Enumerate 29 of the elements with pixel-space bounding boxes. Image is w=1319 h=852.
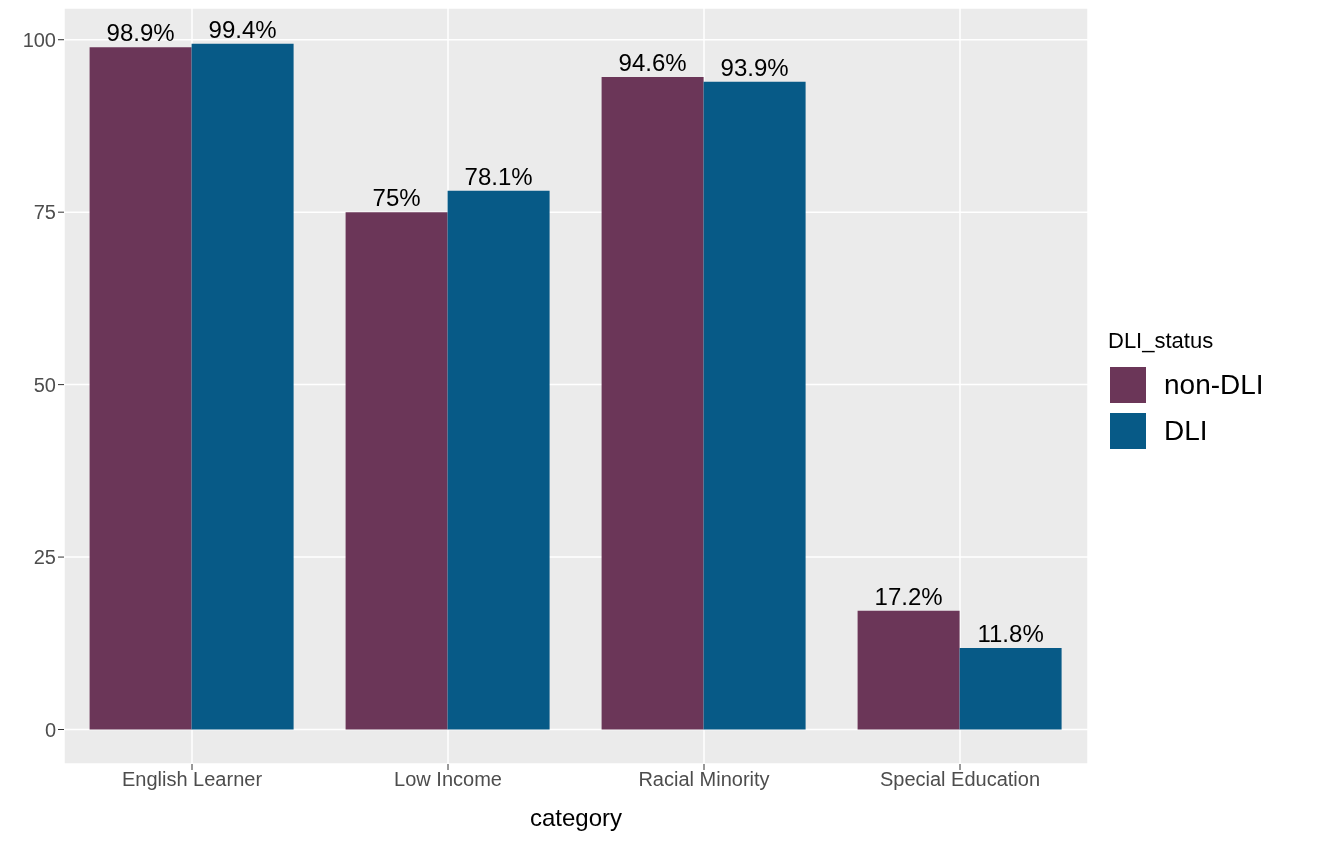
bar xyxy=(703,81,806,730)
bar xyxy=(89,47,192,730)
legend-title: DLI_status xyxy=(1108,328,1215,354)
data-label: 99.4% xyxy=(208,15,277,43)
y-tick-label: 50 xyxy=(33,373,56,396)
data-label: 78.1% xyxy=(464,162,533,190)
bar xyxy=(959,648,1062,730)
bar xyxy=(345,212,448,730)
data-label: 75% xyxy=(372,184,421,212)
legend-label: non-DLI xyxy=(1164,369,1264,401)
legend-label: DLI xyxy=(1164,415,1208,447)
x-axis-title: category xyxy=(529,804,623,831)
x-tick-label: Special Education xyxy=(879,768,1041,791)
bar xyxy=(191,43,294,730)
bar xyxy=(601,76,704,730)
y-tick-label: 100 xyxy=(22,28,56,51)
data-label: 98.9% xyxy=(106,19,175,47)
data-label: 94.6% xyxy=(618,48,687,76)
data-label: 11.8% xyxy=(977,620,1044,648)
data-label: 17.2% xyxy=(874,582,943,610)
x-tick-label: Racial Minority xyxy=(638,768,770,791)
y-tick-label: 0 xyxy=(44,718,56,741)
bar xyxy=(447,190,550,730)
y-tick-label: 25 xyxy=(33,546,56,569)
x-tick-label: English Learner xyxy=(121,768,263,791)
y-tick-label: 75 xyxy=(33,201,56,224)
data-label: 93.9% xyxy=(720,53,789,81)
x-tick-label: Low Income xyxy=(394,768,502,791)
bar xyxy=(857,610,960,730)
